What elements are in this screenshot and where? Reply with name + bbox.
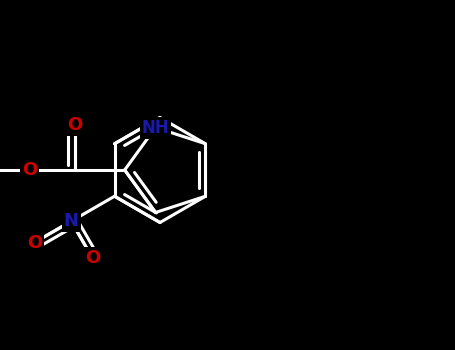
Text: O: O xyxy=(27,233,42,252)
Text: O: O xyxy=(85,249,100,267)
Text: O: O xyxy=(22,161,37,179)
Text: N: N xyxy=(64,212,79,230)
Text: O: O xyxy=(67,116,82,134)
Text: NH: NH xyxy=(142,119,169,136)
